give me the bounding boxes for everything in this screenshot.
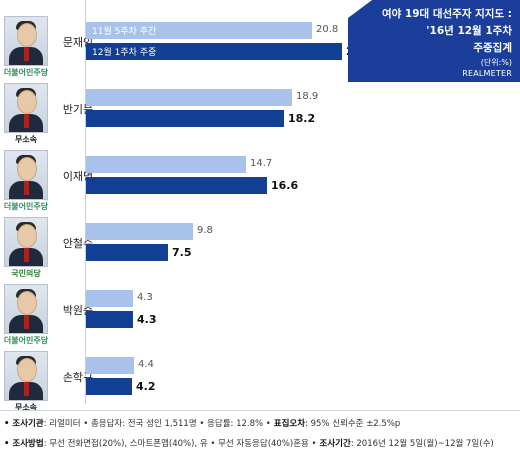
photo-face [17, 224, 37, 248]
party-label: 더불어민주당 [3, 68, 49, 77]
bar-prev-week [86, 290, 133, 307]
candidate-photo [4, 150, 48, 200]
bar-current-week [86, 311, 133, 328]
series-label: 12월 1주차 주중 [92, 48, 157, 58]
category-label: 문재인 [62, 36, 94, 49]
footer-value-method: : 무선 전화면접(20%), 스마트폰앱(40%), 유 • 무선 자동응답(… [43, 439, 317, 449]
footer: • 조사기관: 리얼미터 • 총응답자: 전국 성인 1,511명 • 응답률:… [0, 410, 520, 463]
value-label: 16.6 [271, 179, 299, 192]
candidate-photo [4, 351, 48, 401]
bar-prev-week [86, 223, 193, 240]
photo-tie [24, 382, 29, 396]
photo-face [17, 90, 37, 114]
footer-line-1: • 조사기관: 리얼미터 • 총응답자: 전국 성인 1,511명 • 응답률:… [4, 417, 400, 429]
chart-title-line3: 주중집계 [473, 42, 512, 54]
bar-prev-week [86, 357, 134, 374]
value-label: 14.7 [250, 158, 273, 169]
party-label: 무소속 [14, 135, 38, 144]
source-label: REALMETER [462, 69, 512, 78]
value-label: 4.3 [137, 313, 157, 326]
footer-key-method: • 조사방법 [4, 439, 44, 449]
bar-current-week [86, 378, 132, 395]
party-label: 더불어민주당 [3, 336, 49, 345]
candidate-photo [4, 16, 48, 66]
footer-value-error: : 95% 신뢰수준 ±2.5%p [305, 419, 401, 429]
photo-face [17, 358, 37, 382]
value-label: 4.4 [138, 359, 154, 370]
bar-current-week [86, 177, 267, 194]
footer-value-period: : 2016년 12월 5일(월)~12월 7일(수) [350, 439, 494, 449]
party-label: 더불어민주당 [3, 202, 49, 211]
chart-title-line1: 여야 19대 대선주자 지지도 : [381, 8, 512, 20]
photo-face [17, 23, 37, 47]
value-label: 7.5 [172, 246, 192, 259]
photo-tie [24, 181, 29, 195]
footer-value-agency: : 리얼미터 • 총응답자: 전국 성인 1,511명 • 응답률: 12.8%… [43, 419, 271, 429]
category-label: 반기문 [62, 103, 94, 116]
footer-key-agency: • 조사기관 [4, 419, 44, 429]
category-label: 안철수 [62, 237, 94, 250]
value-label: 9.8 [197, 225, 213, 236]
photo-tie [24, 114, 29, 128]
bar-current-week: 12월 1주차 주중 [86, 43, 342, 60]
bar-prev-week: 11월 5주차 주간 [86, 22, 312, 39]
bar-prev-week [86, 156, 246, 173]
category-label: 이재명 [62, 170, 94, 183]
party-label: 국민의당 [11, 269, 41, 278]
party-label: 무소속 [14, 403, 38, 412]
value-label: 20.8 [316, 24, 339, 35]
chart-title-line2: '16년 12월 1주차 [426, 25, 512, 37]
footer-key-error: 표집오차 [270, 419, 306, 429]
photo-tie [24, 248, 29, 262]
value-label: 18.9 [296, 91, 319, 102]
footer-key-period: 조사기간 [316, 439, 351, 449]
photo-face [17, 291, 37, 315]
bar-prev-week [86, 89, 292, 106]
footer-line-2: • 조사방법: 무선 전화면접(20%), 스마트폰앱(40%), 유 • 무선… [4, 437, 494, 449]
category-label: 손학규 [62, 371, 94, 384]
photo-tie [24, 47, 29, 61]
bar-current-week [86, 244, 168, 261]
photo-tie [24, 315, 29, 329]
value-label: 4.2 [136, 380, 156, 393]
value-label: 18.2 [288, 112, 316, 125]
value-label: 4.3 [137, 292, 153, 303]
photo-face [17, 157, 37, 181]
unit-label: (단위:%) [480, 58, 512, 67]
axis-line [85, 0, 86, 404]
title-box: 여야 19대 대선주자 지지도 : '16년 12월 1주차 주중집계 (단위:… [348, 0, 520, 82]
candidate-photo [4, 284, 48, 334]
series-label: 11월 5주차 주간 [92, 27, 157, 37]
candidate-photo [4, 217, 48, 267]
candidate-photo [4, 83, 48, 133]
category-label: 박원순 [62, 304, 94, 317]
bar-current-week [86, 110, 284, 127]
